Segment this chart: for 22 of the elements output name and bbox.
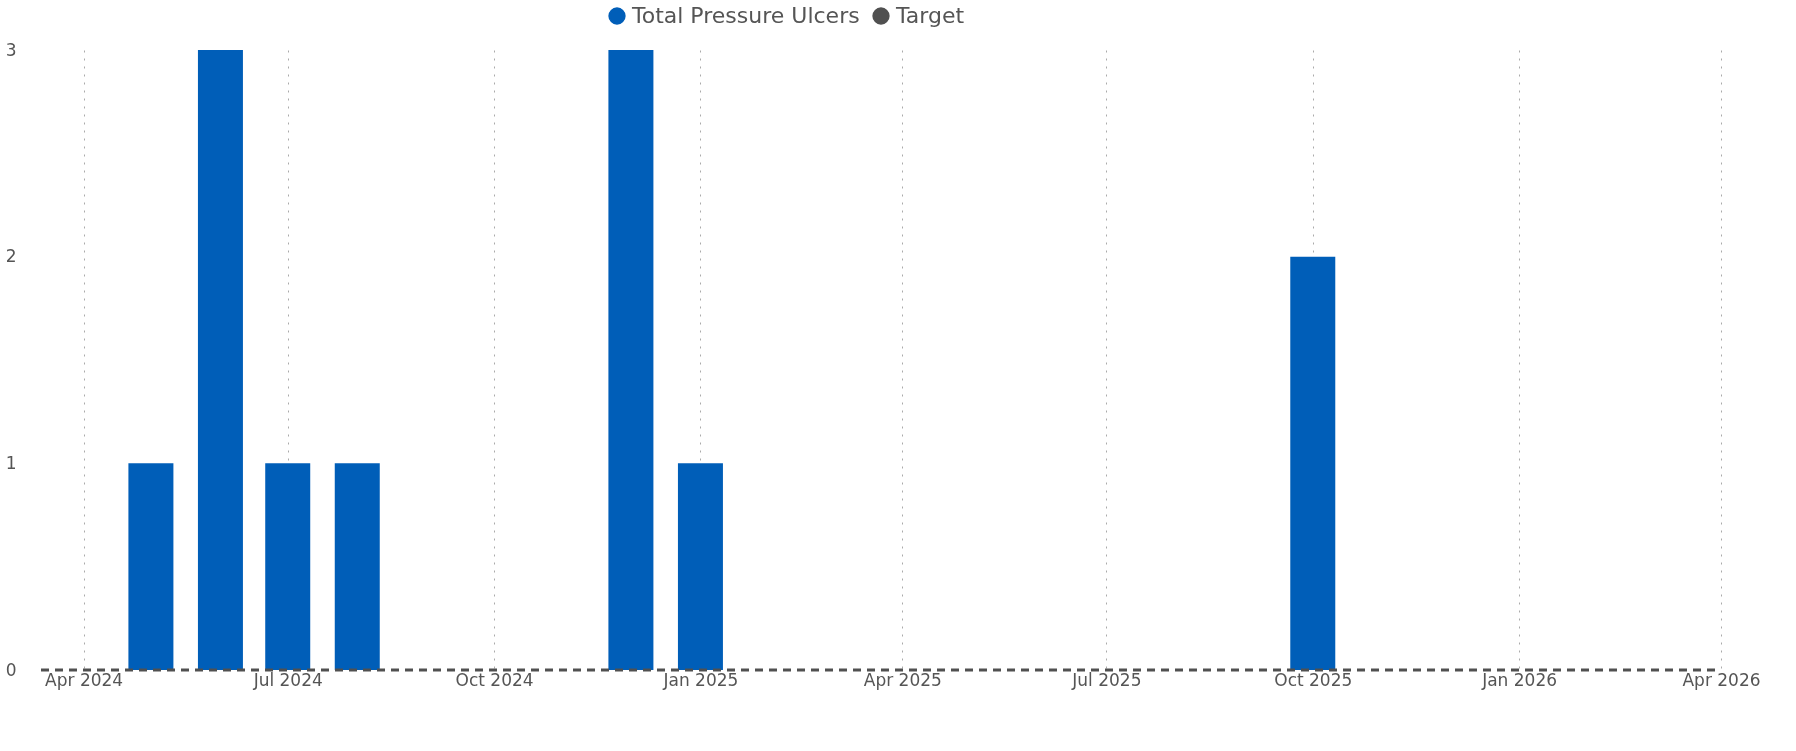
x-tick-label: Oct 2025 [1274,669,1353,690]
bar [265,463,311,670]
bar [197,50,243,670]
x-tick-label: Jul 2025 [1071,669,1142,690]
x-tick-label: Jul 2024 [252,669,323,690]
bar [1290,256,1336,670]
x-tick-label: Jan 2025 [662,669,739,690]
y-tick-label: 2 [5,246,17,267]
x-tick-label: Apr 2026 [1682,669,1761,690]
bar [677,463,723,670]
x-tick-label: Apr 2025 [863,669,942,690]
x-tick-label: Apr 2024 [45,669,124,690]
y-tick-label: 0 [5,659,17,680]
y-tick-label: 3 [5,39,17,60]
x-tick-label: Jan 2026 [1481,669,1558,690]
legend-label: Total Pressure Ulcers [631,3,860,28]
bar [128,463,174,670]
legend-label: Target [895,3,965,28]
x-tick-label: Oct 2024 [455,669,534,690]
bar [334,463,380,670]
y-tick-label: 1 [5,452,17,473]
bar [608,50,654,670]
